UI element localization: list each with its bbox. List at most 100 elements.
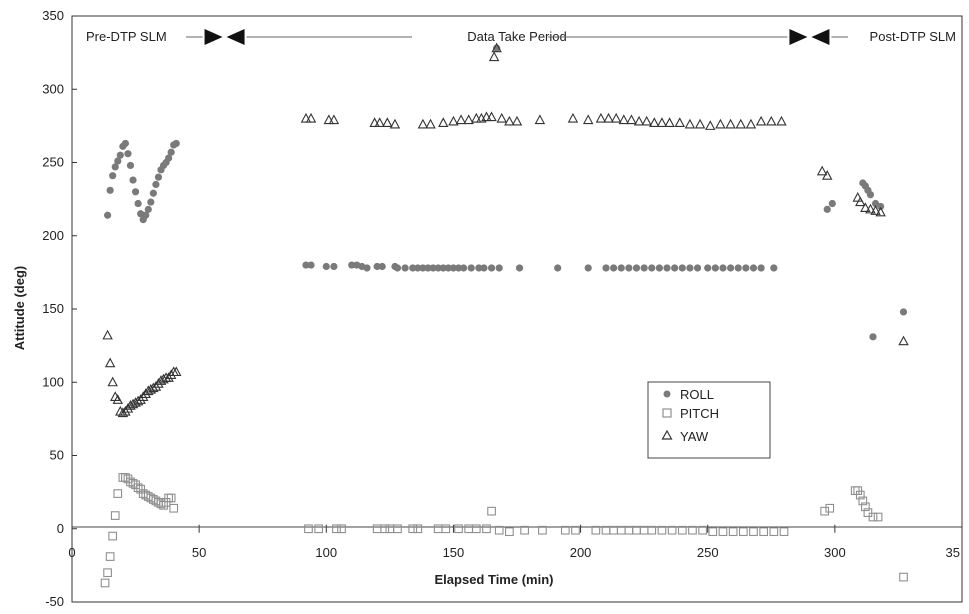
yaw-point xyxy=(865,203,876,214)
yaw-point xyxy=(127,398,139,409)
pitch-point xyxy=(868,512,878,522)
pitch-point xyxy=(393,524,402,534)
annotation-data-take-period: Data Take Period xyxy=(467,29,567,44)
roll-point xyxy=(734,264,742,272)
pitch-point xyxy=(825,503,835,513)
pitch-point xyxy=(304,524,313,534)
yaw-point xyxy=(104,357,116,368)
yaw-point xyxy=(567,112,579,123)
roll-point xyxy=(114,157,122,165)
roll-point xyxy=(424,264,432,272)
y-axis-ticks: -50 0 50 100 150 200 250 300 350 xyxy=(42,8,77,609)
roll-point xyxy=(554,264,562,272)
pitch-point xyxy=(126,477,135,487)
pitch-point xyxy=(858,496,868,506)
pitch-point xyxy=(108,531,118,541)
pitch-point xyxy=(769,527,779,537)
yaw-point xyxy=(534,114,546,125)
pitch-point xyxy=(677,525,687,535)
yaw-point xyxy=(112,394,123,404)
pitch-point xyxy=(408,524,418,534)
x-axis-ticks: 0 50 100 150 200 250 300 35 xyxy=(68,524,963,560)
yaw-point xyxy=(137,391,149,401)
roll-point xyxy=(444,264,452,272)
yaw-point xyxy=(107,376,118,387)
roll-point xyxy=(144,205,152,213)
pitch-point xyxy=(560,525,570,535)
yaw-point xyxy=(664,117,675,127)
pitch-point xyxy=(863,508,873,517)
yaw-point xyxy=(130,397,141,407)
roll-point xyxy=(648,264,656,272)
roll-point xyxy=(165,154,173,162)
yaw-point xyxy=(649,117,660,127)
pitch-point xyxy=(113,489,123,498)
roll-point xyxy=(434,264,442,272)
y-tick-label: 150 xyxy=(42,301,64,316)
yaw-point xyxy=(694,118,706,129)
pitch-point xyxy=(131,480,140,490)
pitch-point xyxy=(855,490,865,500)
roll-point xyxy=(663,264,671,272)
pitch-point xyxy=(688,525,697,535)
roll-point xyxy=(439,264,447,272)
pitch-point xyxy=(487,506,496,516)
pitch-point xyxy=(133,483,143,493)
yaw-point xyxy=(755,115,767,126)
yaw-point xyxy=(163,372,174,382)
yaw-point xyxy=(674,117,685,127)
yaw-point xyxy=(626,114,637,125)
roll-point xyxy=(454,264,463,272)
pitch-point xyxy=(141,490,151,500)
roll-point xyxy=(770,264,778,272)
legend-yaw-marker xyxy=(661,429,673,440)
roll-point xyxy=(149,189,157,197)
y-tick-label: 300 xyxy=(42,81,64,96)
roll-point xyxy=(152,180,160,189)
yaw-point xyxy=(816,165,828,176)
x-tick-label: 300 xyxy=(824,545,846,560)
pitch-point xyxy=(121,473,130,482)
roll-point xyxy=(322,262,330,271)
pitch-point xyxy=(169,503,179,513)
roll-point xyxy=(302,261,310,269)
y-axis-label: Attitude (deg) xyxy=(12,266,27,350)
pitch-point xyxy=(337,524,346,534)
roll-point xyxy=(475,264,483,272)
pitch-point xyxy=(441,524,451,534)
pitch-point xyxy=(899,572,908,582)
roll-point xyxy=(749,264,758,272)
roll-point xyxy=(167,148,175,156)
roll-point xyxy=(373,262,381,271)
roll-point xyxy=(704,264,712,272)
pitch-point xyxy=(520,525,529,535)
pitch-point xyxy=(494,525,504,535)
pitch-point xyxy=(873,512,883,522)
yaw-point xyxy=(448,115,459,126)
roll-point xyxy=(378,262,386,271)
bracket-arrow-left-1 xyxy=(811,29,830,45)
yaw-point xyxy=(618,114,630,125)
annotation-pre-dtp: Pre-DTP SLM xyxy=(86,29,167,44)
roll-point xyxy=(686,264,694,272)
y-tick-label: 0 xyxy=(57,521,64,536)
roll-point xyxy=(757,264,765,272)
roll-point xyxy=(678,264,686,272)
x-tick-label: 35 xyxy=(946,545,960,560)
pitch-point xyxy=(146,493,156,503)
legend-yaw-label: YAW xyxy=(680,429,709,444)
roll-point xyxy=(154,173,163,181)
pitch-point xyxy=(103,568,112,578)
yaw-point xyxy=(725,118,736,129)
yaw-point xyxy=(463,114,474,125)
yaw-point xyxy=(603,112,614,123)
yaw-point xyxy=(656,117,668,127)
yaw-point xyxy=(610,112,622,123)
roll-point xyxy=(877,202,885,211)
pitch-point xyxy=(647,525,657,535)
legend-pitch-label: PITCH xyxy=(680,406,719,421)
roll-point xyxy=(480,264,488,272)
roll-point xyxy=(429,264,437,272)
yaw-point xyxy=(745,118,757,129)
